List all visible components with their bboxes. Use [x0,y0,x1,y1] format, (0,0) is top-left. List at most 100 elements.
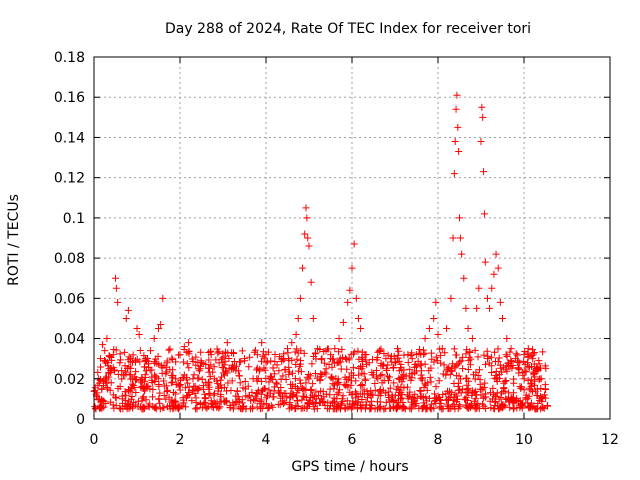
data-point [307,386,315,394]
data-point [134,397,142,405]
data-point [100,397,108,405]
data-point [140,363,148,371]
data-point [384,377,392,385]
data-point [335,358,343,366]
data-point [101,356,109,364]
data-point [494,358,502,366]
data-point [348,405,356,413]
y-axis-label: ROTI / TECUs [6,194,22,286]
data-point [112,284,120,292]
data-point [380,349,388,357]
data-point [367,387,375,395]
data-point [212,400,220,408]
x-tick-label: 8 [434,432,443,448]
data-point [127,395,135,403]
data-point [235,358,243,366]
y-tick-label: 0.14 [54,130,85,146]
data-point [309,314,317,322]
data-point [483,294,491,302]
data-point [470,397,478,405]
data-point [441,349,449,357]
data-point [157,320,165,328]
data-point [430,358,438,366]
data-point [415,404,423,412]
data-point [468,335,476,343]
data-point [339,353,347,361]
data-point [514,364,522,372]
data-point [460,274,468,282]
data-point [434,331,442,339]
data-point [185,364,193,372]
data-point [142,355,150,363]
data-point [482,360,490,368]
data-point [331,398,339,406]
data-point [255,367,263,375]
data-point [524,359,532,367]
data-point [292,331,300,339]
data-point [486,304,494,312]
y-tick-label: 0.08 [54,251,85,267]
data-point [136,346,144,354]
data-point [352,294,360,302]
data-point [399,404,407,412]
data-point [335,389,343,397]
data-point [499,401,507,409]
data-point [193,404,201,412]
y-tick-label: 0.16 [54,90,85,106]
axis-ticks: 0 0.02 0.04 0.06 0.08 0.1 0.12 0.14 0.16 0.18 0 2 4 6… [54,50,619,448]
data-point [246,353,254,361]
data-point [149,385,157,393]
data-point [520,375,528,383]
data-point [507,393,515,401]
data-point [542,385,549,393]
data-point [220,383,228,391]
data-point [382,365,390,373]
data-point [275,367,283,375]
data-point [236,379,244,387]
data-points [90,91,552,413]
data-point [131,357,139,365]
data-point [137,379,145,387]
data-point [212,356,220,364]
data-point [397,394,405,402]
data-point [528,346,536,354]
data-point [277,383,285,391]
data-point [165,393,173,401]
data-point [148,376,156,384]
data-point [180,358,188,366]
data-point [542,394,550,402]
data-point [303,403,311,411]
data-point [197,348,205,356]
data-point [174,380,182,388]
data-point [335,335,343,343]
data-point [140,352,148,360]
data-point [466,348,474,356]
data-point [502,376,510,384]
data-point [494,264,502,272]
data-point [296,376,304,384]
data-point [456,234,464,242]
data-point [218,373,226,381]
data-point [400,371,408,379]
data-point [103,335,111,343]
data-point [351,401,359,409]
data-point [198,359,205,367]
data-point [271,358,279,366]
data-point [118,392,126,400]
data-point [267,357,275,365]
data-point [474,353,482,361]
data-point [206,391,214,399]
data-point [431,394,439,402]
data-point [118,375,126,383]
data-point [238,347,246,355]
data-point [371,379,379,387]
data-point [193,385,201,393]
data-point [190,371,198,379]
data-point [354,398,362,406]
data-point [529,355,537,363]
data-point [539,393,547,401]
data-point [463,374,471,382]
data-point [397,383,405,391]
data-point [391,359,399,367]
data-point [454,382,462,390]
